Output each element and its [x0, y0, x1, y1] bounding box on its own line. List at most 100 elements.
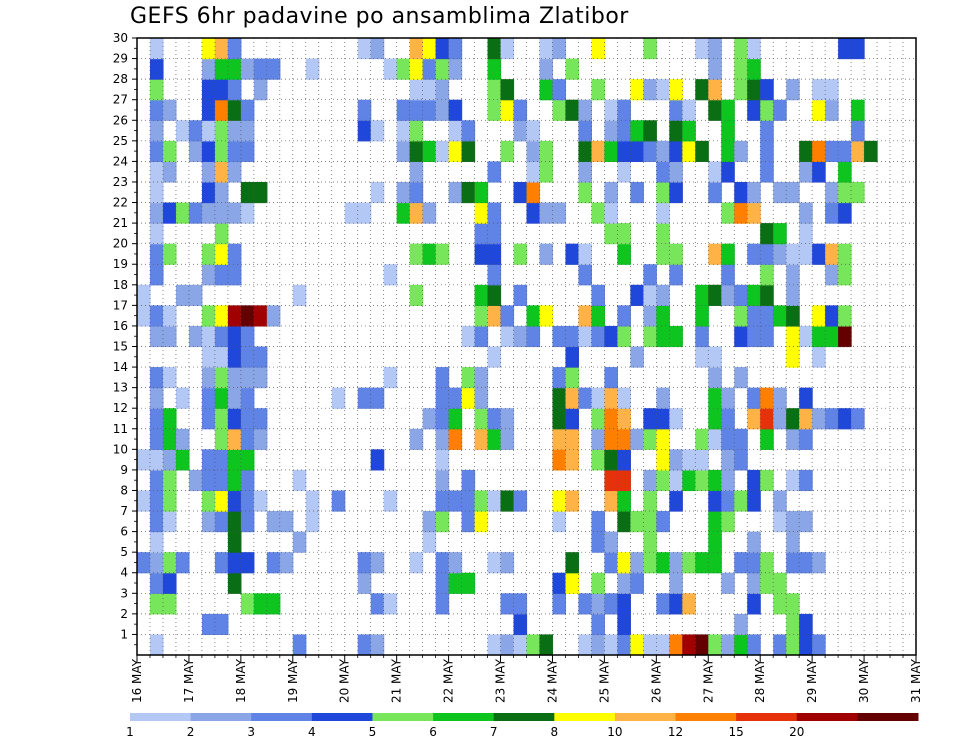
heatmap-cell [708, 387, 722, 409]
heatmap-cell [201, 202, 216, 224]
heatmap-cell [305, 58, 320, 80]
heatmap-cell [669, 120, 683, 142]
heatmap-cell [604, 408, 618, 430]
heatmap-cell [786, 613, 800, 636]
heatmap-cell [448, 572, 463, 594]
heatmap-cell [578, 305, 593, 327]
heatmap-cell [591, 572, 605, 594]
heatmap-cell [851, 38, 865, 60]
heatmap-cell [409, 181, 424, 204]
heatmap-cell [214, 223, 229, 245]
heatmap-cell [266, 552, 281, 574]
heatmap-cell [162, 243, 177, 265]
heatmap-cell [617, 305, 631, 327]
heatmap-cell [227, 428, 242, 450]
heatmap-cell [240, 408, 255, 430]
heatmap-cell [591, 634, 605, 656]
heatmap-cell [578, 243, 593, 265]
heatmap-cell [435, 367, 450, 389]
heatmap-cell [565, 428, 580, 450]
heatmap-cell [656, 284, 670, 306]
heatmap-cell [786, 634, 800, 656]
colorbar-swatch [493, 713, 555, 721]
heatmap-cell [734, 140, 748, 162]
heatmap-cell [448, 490, 463, 512]
heatmap-cell [838, 140, 852, 162]
heatmap-cell [487, 284, 502, 306]
heatmap-cell [812, 140, 826, 162]
heatmap-cell [669, 79, 683, 101]
colorbar-swatch [736, 713, 798, 721]
heatmap-cell [669, 449, 683, 471]
heatmap-cell [760, 572, 774, 594]
heatmap-cell [266, 593, 281, 615]
heatmap-cell [604, 634, 618, 656]
heatmap-cell [253, 58, 268, 80]
heatmap-cell [682, 140, 696, 162]
heatmap-cell [435, 79, 450, 101]
heatmap-cell [578, 593, 593, 615]
heatmap-cell [227, 511, 242, 533]
heatmap-cell [825, 202, 839, 224]
y-tick-label: 17 [113, 298, 128, 312]
heatmap-cell [149, 552, 164, 574]
heatmap-cell [617, 140, 631, 162]
heatmap-cell [500, 325, 515, 348]
heatmap-cell [149, 202, 164, 224]
heatmap-cell [799, 202, 813, 224]
heatmap-cell [617, 387, 631, 409]
heatmap-cell [487, 264, 502, 286]
heatmap-cell [604, 428, 618, 450]
heatmap-cell [526, 120, 541, 142]
heatmap-cell [630, 511, 644, 533]
heatmap-cell [578, 140, 593, 162]
heatmap-cell [409, 161, 424, 183]
heatmap-cell [474, 511, 489, 533]
heatmap-cell [734, 58, 748, 80]
heatmap-cell [617, 120, 631, 142]
heatmap-cell [201, 387, 216, 409]
heatmap-cell [409, 428, 424, 450]
heatmap-cell [201, 613, 216, 636]
colorbar-swatch [675, 713, 737, 721]
heatmap-cell [149, 531, 164, 553]
heatmap-cell [656, 223, 670, 245]
heatmap-cell [227, 79, 242, 101]
heatmap-cell [669, 490, 683, 512]
heatmap-cell [357, 99, 372, 121]
heatmap-cell [643, 264, 657, 286]
heatmap-cell [591, 325, 605, 348]
heatmap-cell [630, 181, 644, 204]
heatmap-cell [175, 284, 190, 306]
heatmap-cell [773, 408, 787, 430]
heatmap-cell [552, 490, 567, 512]
heatmap-cell [162, 511, 177, 533]
heatmap-cell [591, 408, 605, 430]
heatmap-cell [760, 552, 774, 574]
heatmap-cell [799, 634, 813, 656]
heatmap-cell [669, 140, 683, 162]
heatmap-cell [214, 161, 229, 183]
heatmap-cell [201, 181, 216, 204]
heatmap-cell [812, 552, 826, 574]
heatmap-cell [708, 367, 722, 389]
heatmap-cell [214, 552, 229, 574]
heatmap-cell [227, 264, 242, 286]
heatmap-cell [591, 449, 605, 471]
heatmap-cell [435, 490, 450, 512]
heatmap-cell [695, 469, 709, 492]
heatmap-cell [344, 202, 359, 224]
heatmap-cell [513, 243, 528, 265]
heatmap-cell [500, 490, 515, 512]
heatmap-cell [149, 387, 164, 409]
heatmap-cell [370, 38, 385, 60]
heatmap-cell [591, 38, 605, 60]
heatmap-cell [539, 202, 554, 224]
heatmap-cell [149, 140, 164, 162]
heatmap-cell [695, 449, 709, 471]
heatmap-cell [786, 428, 800, 450]
heatmap-cell [812, 79, 826, 101]
heatmap-cell [695, 428, 709, 450]
heatmap-cell [669, 264, 683, 286]
